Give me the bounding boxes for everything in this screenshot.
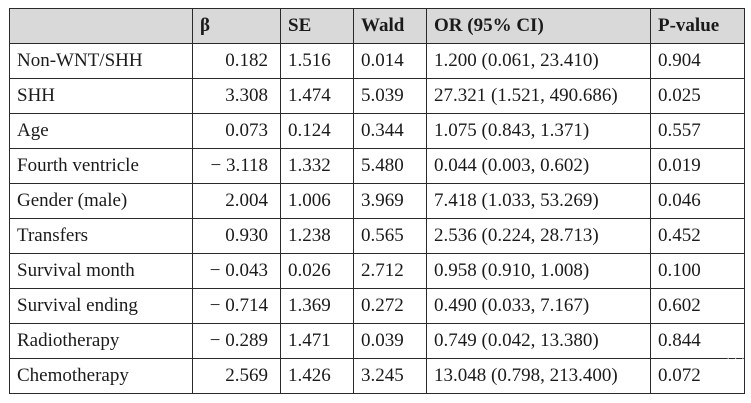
cell-variable: Chemotherapy xyxy=(9,358,193,394)
cell-beta: 2.004 xyxy=(192,183,281,219)
table-row: Fourth ventricle − 3.118 1.332 5.480 0.044 (… xyxy=(9,148,745,184)
cell-beta: 2.569 xyxy=(192,358,281,394)
cell-beta: 0.930 xyxy=(192,218,281,254)
cell-wald: 0.014 xyxy=(353,43,427,79)
cell-or: 13.048 (0.798, 213.400) xyxy=(426,358,651,394)
cell-wald: 2.712 xyxy=(353,253,427,289)
cell-beta: − 3.118 xyxy=(192,148,281,184)
cell-se: 1.006 xyxy=(280,183,354,219)
header-beta: β xyxy=(192,8,281,44)
table-header: β SE Wald OR (95% CI) P-value xyxy=(9,8,745,44)
regression-table: β SE Wald OR (95% CI) P-value Non-WNT/SH… xyxy=(9,8,745,394)
cell-beta: − 0.289 xyxy=(192,323,281,359)
cell-p-value: 0.100 xyxy=(650,253,745,289)
cell-se: 1.471 xyxy=(280,323,354,359)
cell-se: 1.369 xyxy=(280,288,354,324)
cell-or: 0.044 (0.003, 0.602) xyxy=(426,148,651,184)
cell-p-value: 0.019 xyxy=(650,148,745,184)
cell-se: 1.238 xyxy=(280,218,354,254)
cell-wald: 3.969 xyxy=(353,183,427,219)
table-row: Transfers 0.930 1.238 0.565 2.536 (0.224, 28… xyxy=(9,218,745,254)
cell-p-value: 0.557 xyxy=(650,113,745,149)
cell-or: 0.490 (0.033, 7.167) xyxy=(426,288,651,324)
cell-variable: Age xyxy=(9,113,193,149)
cell-p-value: 0.602 xyxy=(650,288,745,324)
cell-wald: 5.039 xyxy=(353,78,427,114)
table-row: Chemotherapy 2.569 1.426 3.245 13.048 (0.798… xyxy=(9,358,745,394)
cell-p-value: 0.072 xyxy=(650,358,745,394)
cell-variable: Radiotherapy xyxy=(9,323,193,359)
cell-variable: Transfers xyxy=(9,218,193,254)
cell-variable: Non-WNT/SHH xyxy=(9,43,193,79)
cell-variable: Fourth ventricle xyxy=(9,148,193,184)
table-row: Gender (male) 2.004 1.006 3.969 7.418 (1.033… xyxy=(9,183,745,219)
cell-wald: 0.039 xyxy=(353,323,427,359)
cell-p-value: 0.046 xyxy=(650,183,745,219)
cell-variable: Survival month xyxy=(9,253,193,289)
cell-beta: − 0.714 xyxy=(192,288,281,324)
header-wald: Wald xyxy=(353,8,427,44)
cell-wald: 3.245 xyxy=(353,358,427,394)
cell-or: 1.200 (0.061, 23.410) xyxy=(426,43,651,79)
cell-or: 7.418 (1.033, 53.269) xyxy=(426,183,651,219)
cell-variable: SHH xyxy=(9,78,193,114)
cell-se: 0.124 xyxy=(280,113,354,149)
table-row: Radiotherapy − 0.289 1.471 0.039 0.749 (0.04… xyxy=(9,323,745,359)
cell-beta: 3.308 xyxy=(192,78,281,114)
header-variable xyxy=(9,8,193,44)
table-row: Age 0.073 0.124 0.344 1.075 (0.843, 1.371) 0.… xyxy=(9,113,745,149)
cell-or: 2.536 (0.224, 28.713) xyxy=(426,218,651,254)
cell-variable: Survival ending xyxy=(9,288,193,324)
table-row: SHH 3.308 1.474 5.039 27.321 (1.521, 490.686… xyxy=(9,78,745,114)
cell-p-value: 0.025 xyxy=(650,78,745,114)
regression-table-container: β SE Wald OR (95% CI) P-value Non-WNT/SH… xyxy=(9,8,745,394)
cell-beta: − 0.043 xyxy=(192,253,281,289)
cell-or: 0.958 (0.910, 1.008) xyxy=(426,253,651,289)
cell-se: 1.516 xyxy=(280,43,354,79)
cell-se: 1.426 xyxy=(280,358,354,394)
table-row: Survival month − 0.043 0.026 2.712 0.958 (0.… xyxy=(9,253,745,289)
cell-wald: 5.480 xyxy=(353,148,427,184)
header-row: β SE Wald OR (95% CI) P-value xyxy=(9,8,745,44)
cell-beta: 0.073 xyxy=(192,113,281,149)
cell-or: 0.749 (0.042, 13.380) xyxy=(426,323,651,359)
cell-wald: 0.272 xyxy=(353,288,427,324)
header-se: SE xyxy=(280,8,354,44)
cell-se: 1.332 xyxy=(280,148,354,184)
cell-se: 1.474 xyxy=(280,78,354,114)
header-p-value: P-value xyxy=(650,8,745,44)
cell-or: 27.321 (1.521, 490.686) xyxy=(426,78,651,114)
cell-se: 0.026 xyxy=(280,253,354,289)
cell-or: 1.075 (0.843, 1.371) xyxy=(426,113,651,149)
cell-wald: 0.565 xyxy=(353,218,427,254)
cell-variable: Gender (male) xyxy=(9,183,193,219)
cell-p-value: 0.904 xyxy=(650,43,745,79)
cell-wald: 0.344 xyxy=(353,113,427,149)
header-or: OR (95% CI) xyxy=(426,8,651,44)
table-row: Non-WNT/SHH 0.182 1.516 0.014 1.200 (0.061, … xyxy=(9,43,745,79)
cell-p-value: 0.452 xyxy=(650,218,745,254)
table-row: Survival ending − 0.714 1.369 0.272 0.490 (0… xyxy=(9,288,745,324)
cell-beta: 0.182 xyxy=(192,43,281,79)
watermark: · · · xyxy=(726,354,745,365)
cell-p-value: 0.844 xyxy=(650,323,745,359)
table-body: Non-WNT/SHH 0.182 1.516 0.014 1.200 (0.061, … xyxy=(9,43,745,394)
